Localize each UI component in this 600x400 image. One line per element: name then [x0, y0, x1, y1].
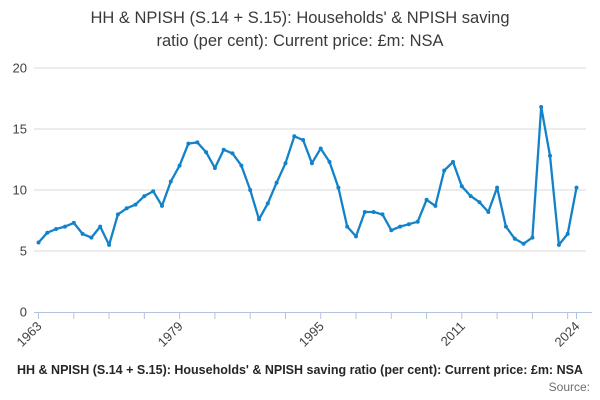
data-point-1989 — [265, 201, 270, 206]
data-point-2002 — [380, 212, 385, 217]
data-point-2010 — [451, 159, 455, 164]
data-point-1968 — [80, 231, 85, 236]
y-gridlines — [34, 67, 586, 252]
data-point-1999 — [354, 234, 358, 239]
data-point-2014 — [486, 210, 491, 214]
data-point-2018 — [521, 241, 526, 246]
data-point-1995 — [318, 146, 323, 151]
data-point-1982 — [204, 150, 209, 155]
data-point-2016 — [503, 224, 508, 229]
y-label-15: 15 — [13, 122, 27, 137]
saving-ratio-series — [37, 105, 578, 247]
y-label-10: 10 — [13, 183, 27, 198]
x-axis-labels: 1963 1979 1995 2011 2024 — [14, 319, 583, 350]
x-label-1995: 1995 — [296, 319, 327, 350]
data-point-1971 — [107, 242, 112, 247]
data-point-2024 — [574, 185, 579, 190]
series-markers — [36, 105, 579, 247]
data-point-1966 — [63, 224, 67, 229]
data-point-1970 — [98, 224, 103, 229]
data-point-2009 — [442, 168, 447, 173]
data-point-2007 — [424, 197, 429, 202]
y-label-0: 0 — [20, 305, 27, 320]
data-point-1976 — [151, 189, 156, 194]
x-label-1963: 1963 — [14, 319, 45, 350]
data-point-1969 — [89, 235, 94, 240]
data-point-1990 — [274, 180, 279, 185]
data-point-1988 — [257, 217, 261, 222]
data-point-2022 — [556, 242, 561, 247]
y-label-5: 5 — [20, 244, 27, 259]
data-point-2001 — [371, 210, 376, 214]
chart-title-line2: ratio (per cent): Current price: £m: NSA — [156, 32, 444, 50]
data-point-2011 — [459, 184, 464, 189]
x-label-1979: 1979 — [155, 319, 186, 350]
source-label: Source: — [548, 380, 590, 394]
footer-caption: HH & NPISH (S.14 + S.15): Households' & … — [17, 363, 583, 377]
data-point-1974 — [133, 202, 138, 207]
data-point-2015 — [495, 185, 500, 190]
data-point-2012 — [468, 194, 473, 199]
y-label-20: 20 — [13, 61, 27, 76]
data-point-1981 — [195, 140, 200, 145]
x-label-2011: 2011 — [438, 319, 468, 349]
data-point-1980 — [186, 141, 191, 146]
data-point-1963 — [36, 240, 41, 245]
chart-title-line1: HH & NPISH (S.14 + S.15): Households' & … — [90, 9, 510, 27]
data-point-2005 — [406, 222, 411, 227]
x-axis-ticks — [38, 312, 577, 319]
data-point-1967 — [71, 220, 76, 225]
data-point-1996 — [327, 159, 332, 164]
data-point-2003 — [389, 228, 394, 233]
data-point-1997 — [336, 185, 341, 190]
data-point-1991 — [283, 161, 288, 166]
data-point-1965 — [54, 227, 59, 231]
data-point-1975 — [142, 194, 147, 199]
data-point-1998 — [345, 224, 350, 229]
data-point-1994 — [309, 161, 314, 166]
data-point-2019 — [530, 235, 535, 240]
data-point-1992 — [292, 134, 297, 139]
data-point-1972 — [115, 212, 120, 217]
series-line — [37, 105, 578, 247]
data-point-2004 — [398, 224, 403, 229]
data-point-1977 — [160, 203, 164, 208]
data-point-1983 — [212, 166, 217, 170]
data-point-2023 — [565, 231, 570, 236]
data-point-1979 — [177, 163, 182, 168]
data-point-2000 — [362, 210, 367, 214]
chart-title: HH & NPISH (S.14 + S.15): Households' & … — [0, 7, 600, 53]
y-axis-labels: 0 5 10 15 20 — [13, 61, 27, 320]
data-point-2020 — [539, 105, 544, 109]
data-point-1986 — [239, 163, 244, 168]
data-point-2008 — [433, 203, 438, 208]
data-point-1964 — [45, 230, 50, 235]
x-label-2024: 2024 — [552, 319, 583, 350]
data-point-1978 — [168, 179, 173, 184]
data-point-1993 — [301, 138, 306, 142]
data-point-1985 — [230, 151, 235, 156]
data-point-2013 — [477, 200, 482, 205]
data-point-2021 — [548, 153, 552, 158]
data-point-1973 — [124, 206, 129, 211]
data-point-2017 — [512, 236, 517, 241]
data-point-1984 — [221, 147, 226, 152]
data-point-1987 — [248, 188, 253, 192]
data-point-2006 — [415, 219, 420, 224]
